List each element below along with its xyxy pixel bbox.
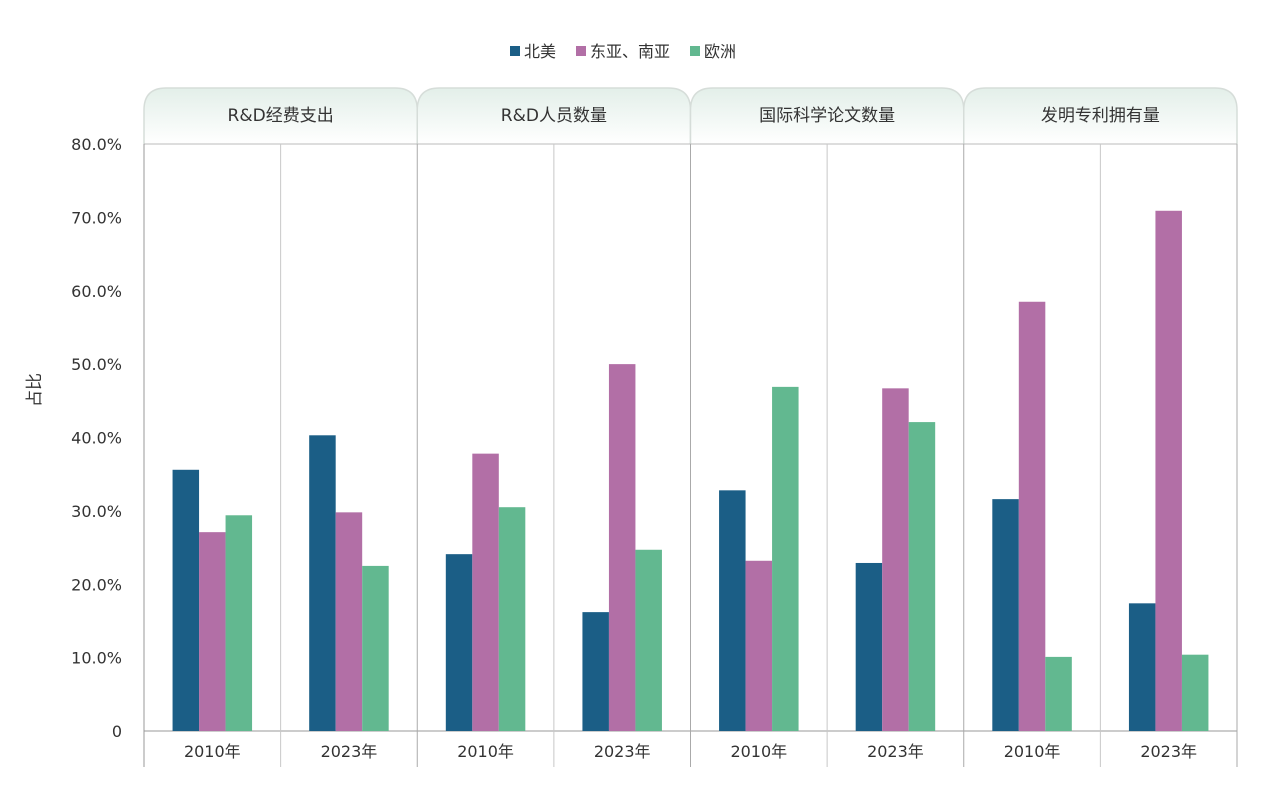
x-tick-label: 2010年 [184, 742, 241, 761]
group-header-label-1: R&D人员数量 [501, 106, 607, 126]
group-header-label-3: 发明专利拥有量 [1041, 106, 1160, 126]
bar-欧洲-R&D人员数量-2023年 [635, 549, 662, 731]
group-header-tab-3 [963, 87, 1238, 144]
bar-东亚、南亚-R&D经费支出-2010年 [199, 532, 226, 731]
bar-东亚、南亚-国际科学论文数量-2010年 [745, 560, 773, 731]
bar-东亚、南亚-发明专利拥有量-2023年 [1155, 210, 1182, 732]
bar-北美-国际科学论文数量-2023年 [855, 562, 883, 731]
bar-东亚、南亚-发明专利拥有量-2010年 [1018, 301, 1046, 731]
group-header-tab-0 [143, 87, 418, 144]
bar-北美-国际科学论文数量-2010年 [719, 490, 746, 731]
y-tick-label: 10.0% [71, 649, 122, 668]
bar-北美-R&D人员数量-2010年 [445, 554, 473, 731]
y-tick-label: 60.0% [71, 282, 122, 301]
legend-swatch-0 [510, 46, 520, 56]
x-tick-label: 2010年 [730, 742, 787, 761]
bar-欧洲-R&D经费支出-2023年 [362, 565, 389, 731]
group-header-label-2: 国际科学论文数量 [759, 106, 895, 126]
bar-北美-发明专利拥有量-2010年 [992, 499, 1019, 731]
bar-东亚、南亚-国际科学论文数量-2023年 [882, 388, 909, 731]
y-tick-label: 50.0% [71, 355, 122, 374]
bar-东亚、南亚-R&D经费支出-2023年 [335, 512, 363, 731]
bar-欧洲-R&D经费支出-2010年 [225, 515, 253, 731]
group-header-label-0: R&D经费支出 [228, 106, 334, 126]
bar-北美-发明专利拥有量-2023年 [1128, 603, 1156, 731]
legend-swatch-2 [690, 46, 700, 56]
bar-北美-R&D经费支出-2010年 [172, 469, 200, 731]
y-tick-label: 0 [112, 722, 122, 741]
bar-东亚、南亚-R&D人员数量-2010年 [472, 453, 499, 731]
legend-label-0: 北美 [524, 42, 556, 61]
bar-欧洲-R&D人员数量-2010年 [498, 507, 526, 731]
y-tick-label: 40.0% [71, 429, 122, 448]
bar-北美-R&D人员数量-2023年 [582, 612, 609, 731]
x-tick-label: 2023年 [321, 742, 378, 761]
x-tick-label: 2023年 [594, 742, 651, 761]
legend-label-1: 东亚、南亚 [590, 42, 670, 61]
legend-swatch-1 [576, 46, 586, 56]
y-tick-label: 70.0% [71, 208, 122, 227]
bar-欧洲-国际科学论文数量-2010年 [772, 386, 799, 731]
y-axis-label: 占比 [25, 373, 45, 407]
bar-欧洲-国际科学论文数量-2023年 [908, 422, 936, 731]
bar-欧洲-发明专利拥有量-2023年 [1181, 654, 1209, 731]
legend-label-2: 欧洲 [704, 42, 736, 61]
group-header-tab-1 [416, 87, 692, 144]
bar-欧洲-发明专利拥有量-2010年 [1045, 656, 1072, 731]
bar-东亚、南亚-R&D人员数量-2023年 [608, 364, 636, 731]
x-tick-label: 2010年 [457, 742, 514, 761]
y-tick-label: 20.0% [71, 575, 122, 594]
x-tick-label: 2010年 [1004, 742, 1061, 761]
group-header-tab-2 [689, 87, 965, 144]
bar-北美-R&D经费支出-2023年 [309, 435, 336, 731]
x-tick-label: 2023年 [1140, 742, 1197, 761]
y-tick-label: 80.0% [71, 135, 122, 154]
x-tick-label: 2023年 [867, 742, 924, 761]
y-tick-label: 30.0% [71, 502, 122, 521]
